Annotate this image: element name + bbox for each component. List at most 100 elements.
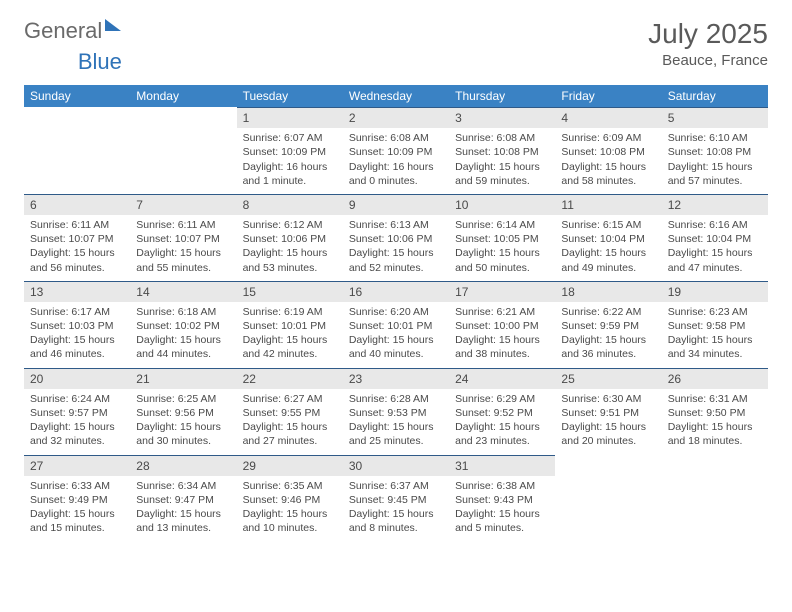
- day-details: Sunrise: 6:25 AMSunset: 9:56 PMDaylight:…: [130, 389, 236, 455]
- day-number: 10: [449, 194, 555, 215]
- sunrise-line: Sunrise: 6:19 AM: [243, 306, 323, 318]
- calendar-day-cell: 17Sunrise: 6:21 AMSunset: 10:00 PMDaylig…: [449, 281, 555, 368]
- day-number: 30: [343, 455, 449, 476]
- calendar-day-cell: 20Sunrise: 6:24 AMSunset: 9:57 PMDayligh…: [24, 368, 130, 455]
- calendar-day-cell: 15Sunrise: 6:19 AMSunset: 10:01 PMDaylig…: [237, 281, 343, 368]
- calendar-day-cell: 2Sunrise: 6:08 AMSunset: 10:09 PMDayligh…: [343, 107, 449, 194]
- day-details: Sunrise: 6:23 AM Sunset: 9:58 PM Daylight:…: [662, 302, 768, 368]
- day-details: Sunrise: 6:21 AMSunset: 10:00 PMDaylight…: [449, 302, 555, 368]
- sunset-line: Sunset: 9:52 PM: [455, 407, 533, 419]
- day-details: Sunrise: 6:15 AMSunset: 10:04 PMDaylight…: [555, 215, 661, 281]
- day-number: 7: [130, 194, 236, 215]
- calendar-day-cell: 30Sunrise: 6:37 AMSunset: 9:45 PMDayligh…: [343, 455, 449, 542]
- logo-text-gray: General: [24, 18, 102, 44]
- sunset-line: Sunset: 9:53 PM: [349, 407, 427, 419]
- calendar-day-cell: 23Sunrise: 6:28 AMSunset: 9:53 PMDayligh…: [343, 368, 449, 455]
- sunrise-line: Sunrise: 6:11 AM: [136, 219, 215, 231]
- weekday-header-row: SundayMondayTuesdayWednesdayThursdayFrid…: [24, 85, 768, 107]
- day-number: 16: [343, 281, 449, 302]
- daylight-line: Daylight: 15 hours and 58 minutes.: [561, 161, 646, 187]
- calendar-day-cell: 16Sunrise: 6:20 AMSunset: 10:01 PMDaylig…: [343, 281, 449, 368]
- day-details: Sunrise: 6:09 AMSunset: 10:08 PMDaylight…: [555, 128, 661, 194]
- calendar-day-cell: 3Sunrise: 6:08 AMSunset: 10:08 PMDayligh…: [449, 107, 555, 194]
- sunset-line: Sunset: 10:04 PM: [668, 233, 751, 245]
- weekday-header: Friday: [555, 85, 661, 107]
- sunrise-line: Sunrise: 6:34 AM: [136, 480, 216, 492]
- day-details: Sunrise: 6:37 AMSunset: 9:45 PMDaylight:…: [343, 476, 449, 542]
- daylight-line: Daylight: 15 hours and 34 minutes.: [668, 334, 753, 360]
- weekday-header: Wednesday: [343, 85, 449, 107]
- day-number: 12: [662, 194, 768, 215]
- sunrise-line: Sunrise: 6:15 AM: [561, 219, 641, 231]
- calendar-day-cell: 22Sunrise: 6:27 AMSunset: 9:55 PMDayligh…: [237, 368, 343, 455]
- calendar-week-row: 6Sunrise: 6:11 AMSunset: 10:07 PMDayligh…: [24, 194, 768, 281]
- day-number: 18: [555, 281, 661, 302]
- day-details: Sunrise: 6:14 AMSunset: 10:05 PMDaylight…: [449, 215, 555, 281]
- calendar-week-row: 27 Sunrise: 6:33 AM Sunset: 9:49 PM Dayligh…: [24, 455, 768, 542]
- calendar-day-cell: 4Sunrise: 6:09 AMSunset: 10:08 PMDayligh…: [555, 107, 661, 194]
- daylight-line: Daylight: 15 hours and 50 minutes.: [455, 247, 540, 273]
- day-details: Sunrise: 6:22 AMSunset: 9:59 PMDaylight:…: [555, 302, 661, 368]
- calendar-day-cell: 26Sunrise: 6:31 AMSunset: 9:50 PMDayligh…: [662, 368, 768, 455]
- sunrise-line: Sunrise: 6:10 AM: [668, 132, 748, 144]
- day-number: 14: [130, 281, 236, 302]
- calendar-day-cell: 7Sunrise: 6:11 AMSunset: 10:07 PMDayligh…: [130, 194, 236, 281]
- sunrise-line: Sunrise: 6:33 AM: [30, 480, 110, 492]
- sunrise-line: Sunrise: 6:11 AM: [30, 219, 109, 231]
- daylight-line: Daylight: 15 hours and 38 minutes.: [455, 334, 540, 360]
- sunset-line: Sunset: 10:07 PM: [136, 233, 219, 245]
- daylight-line: Daylight: 15 hours and 40 minutes.: [349, 334, 434, 360]
- sunset-line: Sunset: 10:08 PM: [668, 146, 751, 158]
- calendar-week-row: 13Sunrise: 6:17 AMSunset: 10:03 PMDaylig…: [24, 281, 768, 368]
- daylight-line: Daylight: 15 hours and 23 minutes.: [455, 421, 540, 447]
- calendar-day-cell: 6Sunrise: 6:11 AMSunset: 10:07 PMDayligh…: [24, 194, 130, 281]
- day-details: Sunrise: 6:18 AM Sunset: 10:02 PM Daylight…: [130, 302, 236, 368]
- daylight-line: Daylight: 15 hours and 10 minutes.: [243, 508, 328, 534]
- weekday-header: Sunday: [24, 85, 130, 107]
- day-number: 26: [662, 368, 768, 389]
- day-number: 27: [24, 455, 130, 476]
- location-text: Beauce, France: [648, 52, 768, 69]
- sunrise-line: Sunrise: 6:08 AM: [349, 132, 429, 144]
- daylight-line: Daylight: 15 hours and 56 minutes.: [30, 247, 115, 273]
- calendar-day-cell: 19 Sunrise: 6:23 AM Sunset: 9:58 PM Dayligh…: [662, 281, 768, 368]
- daylight-line: Daylight: 15 hours and 53 minutes.: [243, 247, 328, 273]
- calendar-day-cell: [555, 455, 661, 542]
- sunset-line: Sunset: 10:04 PM: [561, 233, 644, 245]
- sunset-line: Sunset: 10:07 PM: [30, 233, 113, 245]
- sunset-line: Sunset: 9:56 PM: [136, 407, 214, 419]
- calendar-week-row: 1Sunrise: 6:07 AMSunset: 10:09 PMDayligh…: [24, 107, 768, 194]
- sunrise-line: Sunrise: 6:28 AM: [349, 393, 429, 405]
- sunset-line: Sunset: 9:49 PM: [30, 494, 108, 506]
- sunrise-line: Sunrise: 6:35 AM: [243, 480, 323, 492]
- sunrise-line: Sunrise: 6:23 AM: [668, 306, 748, 318]
- sunset-line: Sunset: 9:43 PM: [455, 494, 533, 506]
- sunset-line: Sunset: 10:02 PM: [136, 320, 219, 332]
- day-number: 22: [237, 368, 343, 389]
- daylight-line: Daylight: 15 hours and 32 minutes.: [30, 421, 115, 447]
- calendar-day-cell: 10Sunrise: 6:14 AMSunset: 10:05 PMDaylig…: [449, 194, 555, 281]
- day-details: Sunrise: 6:11 AMSunset: 10:07 PMDaylight…: [130, 215, 236, 281]
- day-details: Sunrise: 6:29 AMSunset: 9:52 PMDaylight:…: [449, 389, 555, 455]
- daylight-line: Daylight: 15 hours and 44 minutes.: [136, 334, 221, 360]
- sunset-line: Sunset: 10:05 PM: [455, 233, 538, 245]
- daylight-line: Daylight: 15 hours and 36 minutes.: [561, 334, 646, 360]
- day-details: Sunrise: 6:07 AMSunset: 10:09 PMDaylight…: [237, 128, 343, 194]
- daylight-line: Daylight: 15 hours and 27 minutes.: [243, 421, 328, 447]
- day-details: Sunrise: 6:08 AMSunset: 10:09 PMDaylight…: [343, 128, 449, 194]
- daylight-line: Daylight: 15 hours and 46 minutes.: [30, 334, 115, 360]
- calendar-day-cell: 11Sunrise: 6:15 AMSunset: 10:04 PMDaylig…: [555, 194, 661, 281]
- day-details: Sunrise: 6:12 AMSunset: 10:06 PMDaylight…: [237, 215, 343, 281]
- sunset-line: Sunset: 10:09 PM: [243, 146, 326, 158]
- day-number: 19: [662, 281, 768, 302]
- calendar-day-cell: 21Sunrise: 6:25 AMSunset: 9:56 PMDayligh…: [130, 368, 236, 455]
- sunrise-line: Sunrise: 6:18 AM: [136, 306, 216, 318]
- calendar-body: 1Sunrise: 6:07 AMSunset: 10:09 PMDayligh…: [24, 107, 768, 541]
- sunset-line: Sunset: 9:55 PM: [243, 407, 321, 419]
- sunrise-line: Sunrise: 6:13 AM: [349, 219, 429, 231]
- day-number: 23: [343, 368, 449, 389]
- sunset-line: Sunset: 9:58 PM: [668, 320, 746, 332]
- sunrise-line: Sunrise: 6:17 AM: [30, 306, 110, 318]
- day-details: Sunrise: 6:33 AMSunset: 9:49 PMDaylight:…: [24, 476, 130, 542]
- daylight-line: Daylight: 15 hours and 57 minutes.: [668, 161, 753, 187]
